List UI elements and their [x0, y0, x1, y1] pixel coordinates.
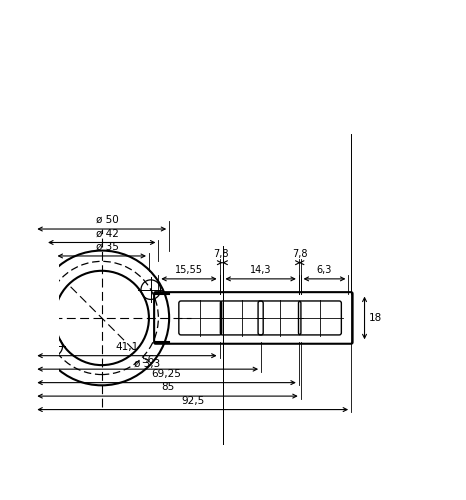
- Text: 69,25: 69,25: [151, 368, 182, 378]
- Text: ø 3,3: ø 3,3: [134, 359, 160, 369]
- Text: 7,8: 7,8: [292, 248, 308, 258]
- Text: 18: 18: [369, 313, 382, 323]
- Text: 56: 56: [141, 355, 154, 365]
- Text: ø 35: ø 35: [96, 242, 118, 252]
- Text: 7,8: 7,8: [213, 248, 229, 258]
- Text: 15,55: 15,55: [175, 265, 203, 275]
- Text: 6,3: 6,3: [317, 265, 332, 275]
- Text: ø 50: ø 50: [96, 215, 118, 225]
- Text: 14,3: 14,3: [250, 265, 271, 275]
- Text: 92,5: 92,5: [181, 396, 205, 406]
- Text: ø 42: ø 42: [96, 228, 118, 238]
- Text: 85: 85: [161, 382, 174, 392]
- Text: 41,1: 41,1: [116, 342, 138, 351]
